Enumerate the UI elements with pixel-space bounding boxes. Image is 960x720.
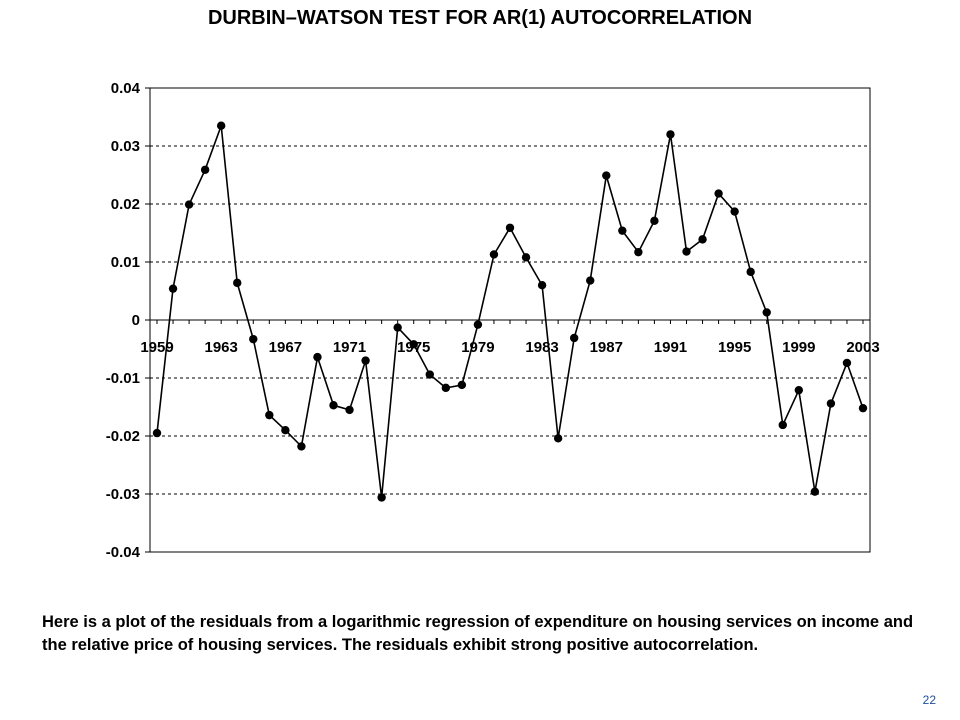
slide-caption: Here is a plot of the residuals from a l… (42, 613, 914, 654)
data-point (409, 340, 418, 349)
x-tick-labels: 1959196319671971197519791983198719911995… (140, 339, 879, 356)
data-point (521, 253, 531, 262)
data-point (698, 235, 707, 244)
x-tick-label: 1971 (333, 339, 366, 356)
y-tick-label: -0.04 (106, 544, 141, 561)
grid-lines (150, 145, 870, 495)
x-tick-label: 1999 (782, 339, 815, 356)
data-point (618, 226, 627, 235)
x-tick-label: 1983 (525, 339, 558, 356)
y-tick-label: -0.01 (106, 370, 140, 387)
data-point (602, 171, 611, 180)
data-point (762, 308, 771, 317)
data-point (297, 442, 306, 451)
data-point (858, 403, 868, 413)
x-tick-label: 1995 (718, 339, 751, 356)
data-point (377, 493, 386, 502)
data-point (650, 216, 659, 226)
x-tick-label: 1967 (269, 339, 302, 356)
data-point (505, 223, 515, 232)
data-point (714, 189, 723, 198)
data-points (152, 121, 868, 502)
page-number: 22 (922, 693, 936, 707)
x-tick-label: 1959 (140, 339, 173, 356)
data-point (457, 380, 467, 390)
y-tick-label: -0.02 (106, 428, 140, 445)
data-point (361, 356, 370, 365)
y-tick-label: 0.03 (111, 138, 140, 155)
data-point (441, 383, 451, 393)
data-point (730, 207, 739, 216)
y-tick-label: 0.01 (111, 254, 140, 271)
data-point (184, 200, 194, 209)
y-tick-label: -0.03 (106, 486, 140, 503)
data-point (586, 276, 595, 285)
data-point (842, 358, 852, 368)
data-point (746, 267, 755, 277)
data-point (425, 370, 434, 379)
data-point (313, 352, 322, 362)
data-point (249, 334, 258, 344)
data-point (569, 333, 579, 343)
chart-axes (145, 87, 871, 553)
data-point (200, 165, 210, 174)
data-point (152, 428, 162, 438)
x-tick-label: 1979 (461, 339, 494, 356)
data-point (265, 410, 274, 420)
data-point (216, 121, 226, 130)
data-point (553, 434, 563, 443)
data-point (810, 487, 820, 496)
data-point (168, 284, 178, 293)
x-tick-label: 1987 (590, 339, 623, 356)
data-point (281, 426, 290, 435)
data-point (682, 247, 691, 256)
data-point (634, 247, 643, 257)
data-point (393, 323, 402, 332)
y-tick-label: 0.02 (111, 196, 140, 213)
data-point (233, 278, 242, 288)
y-tick-label: 0.04 (111, 80, 141, 97)
y-tick-labels: 0.04 0.03 0.02 0.01 0 -0.01 -0.02 -0.03 -0.04 (106, 80, 141, 561)
x-tick-label: 1991 (654, 339, 687, 356)
data-point (473, 320, 483, 329)
data-point (778, 420, 787, 430)
data-point (537, 281, 547, 290)
y-tick-label: 0 (132, 312, 140, 329)
data-point (329, 401, 338, 410)
data-point (826, 399, 836, 408)
series-line-residuals (156, 125, 864, 498)
slide-title: DURBIN–WATSON TEST FOR AR(1) AUTOCORRELA… (207, 7, 753, 29)
data-point (345, 405, 354, 415)
data-point (666, 130, 675, 139)
series-line (156, 125, 864, 498)
data-point (794, 385, 804, 395)
data-point (489, 250, 499, 259)
x-tick-label: 2003 (846, 339, 879, 356)
x-tick-label: 1963 (204, 339, 237, 356)
